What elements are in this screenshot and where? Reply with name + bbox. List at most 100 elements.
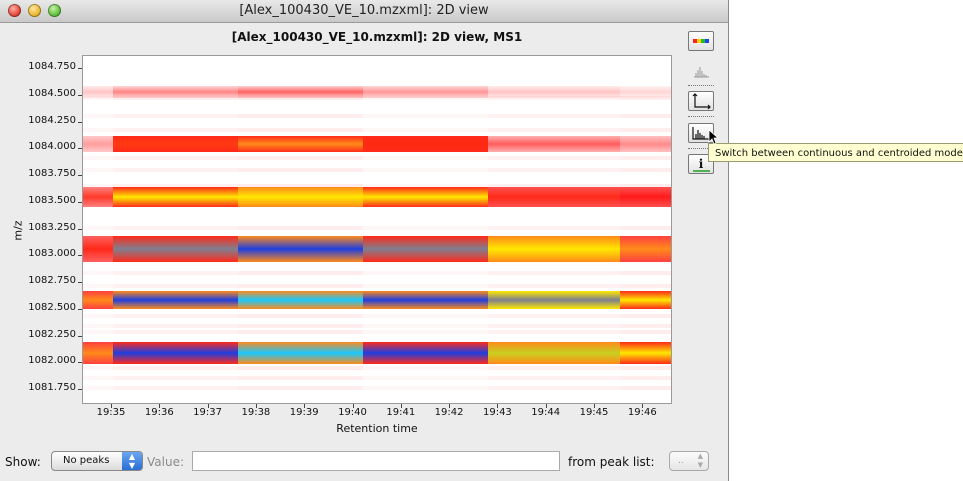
heatmap-peak-band [488,342,620,364]
heatmap-peak-band [488,291,620,309]
y-tick-mark [78,201,82,203]
minimize-window-button[interactable] [28,4,41,17]
heatmap-noise [620,184,671,188]
heatmap-noise [238,226,363,230]
heatmap-noise [113,284,238,288]
zoom-window-button[interactable] [48,4,61,17]
value-input[interactable] [192,451,560,471]
y-tick-label: 1081.750 [28,382,76,393]
info-button[interactable]: i [688,154,714,174]
show-peaks-select[interactable]: No peaks ▲ ▼ [51,451,143,471]
heatmap-noise [488,284,620,288]
close-window-button[interactable] [8,4,21,17]
heatmap-noise [488,330,620,334]
x-axis-label: Retention time [336,422,418,435]
y-tick-label: 1082.000 [28,355,76,367]
heatmap-noise [620,324,671,328]
heatmap-noise [620,386,671,390]
y-tick-label: 1082.500 [28,301,76,313]
heatmap-peak-band [238,136,363,152]
axes-toggle-button[interactable] [688,91,714,111]
peak-list-select[interactable]: .. ▲ ▼ [669,451,709,471]
y-tick-mark [78,362,82,364]
show-peaks-value: No peaks [63,455,110,466]
x-tick-mark [207,404,209,408]
heatmap-noise [620,226,671,230]
heatmap-peak-band [620,136,671,152]
heatmap-noise [238,168,363,172]
heatmap-noise [488,314,620,318]
heatmap-noise [620,96,671,100]
heatmap-noise [620,128,671,132]
x-tick-label: 19:41 [386,407,416,418]
heatmap-peak-band [83,342,113,364]
heatmap-noise [83,376,113,380]
title-bar[interactable]: [Alex_100430_VE_10.mzxml]: 2D view [0,0,728,23]
heatmap-peak-band [363,86,488,98]
heatmap-noise [83,271,113,275]
heatmap-noise [83,128,113,132]
y-tick-label: 1084.500 [28,87,76,99]
heatmap-noise [238,284,363,288]
centroid-toggle-button[interactable] [688,123,714,143]
heatmap-peak-band [113,136,238,152]
heatmap-noise [363,376,488,380]
x-tick-label: 19:45 [579,407,609,418]
y-tick-label: 1083.250 [28,221,76,233]
heatmap-noise [83,324,113,328]
heatmap-plot-area[interactable] [82,55,672,404]
x-tick-mark [304,404,306,408]
heatmap-noise [83,156,113,160]
heatmap-noise [83,386,113,390]
y-tick-mark [78,335,82,337]
heatmap-peak-band [620,342,671,364]
heatmap-noise [113,324,238,328]
heatmap-peak-band [620,187,671,207]
x-tick-mark [497,404,499,408]
show-label: Show: [5,455,41,469]
y-tick-label: 1083.750 [28,168,76,179]
color-palette-button[interactable] [688,31,714,51]
heatmap-noise [488,324,620,328]
heatmap-noise [620,168,671,172]
x-tick-label: 19:43 [482,407,512,418]
heatmap-noise [83,184,113,188]
heatmap-noise [363,271,488,275]
heatmap-noise [238,271,363,275]
heatmap-peak-band [113,342,238,364]
heatmap-noise [113,128,238,132]
x-tick-label: 19:46 [627,407,657,418]
heatmap-noise [113,96,238,100]
chevron-updown-icon: ▲ ▼ [697,452,703,469]
heatmap-peak-band [488,86,620,98]
heatmap-noise [83,284,113,288]
show-spectrum-button[interactable] [688,61,714,81]
heatmap-noise [113,114,238,118]
y-tick-mark [78,282,82,283]
plot-title: [Alex_100430_VE_10.mzxml]: 2D view, MS1 [231,30,523,44]
heatmap-noise [113,226,238,230]
x-tick-mark [545,404,547,408]
heatmap-noise [488,168,620,172]
y-tick-mark [78,148,82,150]
x-tick-mark [449,404,451,408]
heatmap-noise [113,184,238,188]
heatmap-peak-band [83,187,113,207]
heatmap-peak-band [488,187,620,207]
heatmap-noise [363,96,488,100]
x-tick-label: 19:36 [144,407,174,418]
heatmap-noise [113,330,238,334]
heatmap-peak-band [113,187,238,207]
heatmap-noise [83,366,113,370]
heatmap-peak-band [83,136,113,152]
heatmap-noise [83,314,113,318]
heatmap-noise [363,314,488,318]
y-tick-mark [78,308,82,310]
x-tick-mark [111,404,112,408]
y-tick-label: 1084.000 [28,141,76,153]
y-tick-label: 1084.250 [28,114,76,126]
heatmap-noise [83,330,113,334]
x-tick-label: 19:40 [338,407,367,418]
heatmap-peak-band [113,236,238,262]
heatmap-noise [238,324,363,328]
